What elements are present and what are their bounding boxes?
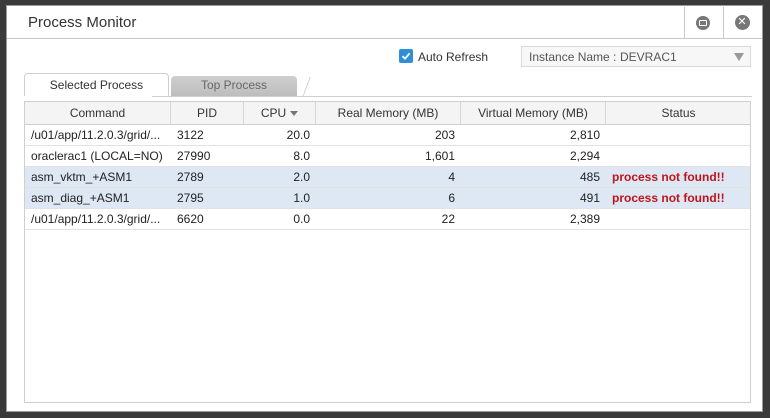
column-header-cpu-label: CPU (260, 106, 287, 120)
cell-command: /u01/app/11.2.0.3/grid/... (31, 128, 161, 142)
column-header-pid[interactable]: PID (171, 102, 244, 124)
window-title: Process Monitor (28, 14, 137, 31)
cell-real-memory: 6 (448, 191, 455, 205)
process-monitor-window: Process Monitor ✕ Auto Refresh Instance … (6, 5, 763, 412)
close-icon: ✕ (734, 15, 750, 30)
table-row[interactable]: /u01/app/11.2.0.3/grid/... 3122 20.0 203 2,8… (25, 125, 750, 146)
minimize-button[interactable] (684, 7, 721, 38)
cell-cpu: 20.0 (286, 128, 310, 142)
column-header-virtual-memory[interactable]: Virtual Memory (MB) (461, 102, 606, 124)
dropdown-arrow-icon (734, 53, 744, 61)
cell-cpu: 0.0 (293, 212, 310, 226)
minimize-icon (696, 15, 710, 30)
table-row[interactable]: asm_vktm_+ASM1 2789 2.0 4 485 process not fou… (25, 167, 750, 188)
cell-command: asm_diag_+ASM1 (31, 191, 130, 205)
cell-real-memory: 22 (441, 212, 455, 226)
cell-cpu: 2.0 (293, 170, 310, 184)
column-header-command[interactable]: Command (25, 102, 171, 124)
toolbar: Auto Refresh Instance Name : DEVRAC1 (7, 46, 762, 70)
process-table: Command PID CPU Real Memory (MB) Virtual… (24, 101, 751, 403)
cell-virtual-memory: 2,294 (569, 149, 600, 163)
instance-name-label: Instance Name : (529, 50, 617, 64)
cell-command: oraclerac1 (LOCAL=NO) (31, 149, 163, 163)
auto-refresh-checkbox[interactable] (399, 49, 413, 63)
cell-virtual-memory: 2,810 (569, 128, 600, 142)
instance-name-select[interactable]: Instance Name : DEVRAC1 (521, 46, 751, 67)
title-bar: Process Monitor ✕ (7, 6, 762, 39)
table-row[interactable]: oraclerac1 (LOCAL=NO) 27990 8.0 1,601 2,294 (25, 146, 750, 167)
auto-refresh-label: Auto Refresh (418, 50, 489, 64)
cell-real-memory: 4 (448, 170, 455, 184)
cell-pid: 27990 (177, 149, 211, 163)
cell-status (606, 209, 751, 229)
instance-name-value: DEVRAC1 (620, 50, 677, 64)
column-header-cpu[interactable]: CPU (244, 102, 316, 124)
cell-pid: 3122 (177, 128, 204, 142)
cell-virtual-memory: 2,389 (569, 212, 600, 226)
cell-status (606, 146, 751, 166)
cell-pid: 2789 (177, 170, 204, 184)
cell-cpu: 1.0 (293, 191, 310, 205)
sort-descending-icon (290, 111, 299, 117)
cell-status: process not found!! (612, 191, 725, 205)
cell-status (606, 125, 751, 145)
cell-real-memory: 1,601 (424, 149, 455, 163)
checkmark-icon (401, 52, 411, 60)
cell-virtual-memory: 485 (579, 170, 600, 184)
column-header-real-memory[interactable]: Real Memory (MB) (316, 102, 461, 124)
cell-command: /u01/app/11.2.0.3/grid/... (31, 212, 161, 226)
table-header: Command PID CPU Real Memory (MB) Virtual… (25, 102, 750, 125)
cell-real-memory: 203 (434, 128, 455, 142)
tab-baseline (152, 96, 752, 97)
close-button[interactable]: ✕ (723, 7, 760, 38)
cell-cpu: 8.0 (293, 149, 310, 163)
column-header-status[interactable]: Status (661, 106, 696, 120)
cell-status: process not found!! (612, 170, 725, 184)
cell-virtual-memory: 491 (579, 191, 600, 205)
tab-bar: Selected Process Top Process (24, 73, 764, 97)
cell-pid: 2795 (177, 191, 204, 205)
tab-selected-process[interactable]: Selected Process (24, 73, 169, 96)
table-row[interactable]: asm_diag_+ASM1 2795 1.0 6 491 process not fou… (25, 188, 750, 209)
tab-top-process[interactable]: Top Process (171, 76, 297, 96)
cell-command: asm_vktm_+ASM1 (31, 170, 133, 184)
table-row[interactable]: /u01/app/11.2.0.3/grid/... 6620 0.0 22 2,389 (25, 209, 750, 230)
cell-pid: 6620 (177, 212, 204, 226)
